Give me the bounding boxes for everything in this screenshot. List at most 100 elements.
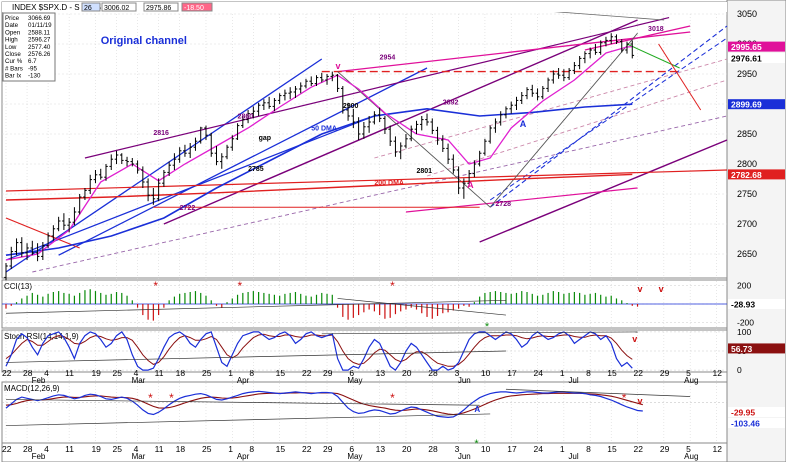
date-tick-label-bottom: 6 bbox=[349, 444, 354, 454]
info-value: 6.7 bbox=[28, 58, 37, 65]
annotation-label: 2728 bbox=[495, 201, 511, 208]
date-tick-label-bottom: 22 bbox=[2, 444, 12, 454]
annotation-label: 2954 bbox=[380, 55, 396, 62]
month-label-mid: Jul bbox=[568, 376, 578, 385]
annotation-label: 50 DMA bbox=[311, 125, 337, 132]
date-tick-label-mid: 6 bbox=[349, 368, 354, 378]
quote-box-3 bbox=[143, 2, 179, 12]
macd-title: MACD(12,26,9) bbox=[4, 384, 60, 393]
magenta-top-line-2 bbox=[584, 25, 691, 51]
stoch-tag-box bbox=[728, 343, 785, 354]
stoch-title: Stoch RSI(14,14,1,9) bbox=[4, 332, 79, 341]
stoch-signal-line bbox=[5, 333, 633, 367]
month-label-bottom: Jun bbox=[458, 452, 471, 461]
red-downtrend-start bbox=[5, 217, 80, 249]
stoch-v-marker: v bbox=[632, 334, 637, 344]
stoch-tick-label: 100 bbox=[737, 327, 751, 337]
date-tick-label-bottom: 28 bbox=[428, 444, 438, 454]
macd-tag-box bbox=[728, 418, 785, 428]
date-tick-label-mid: 12 bbox=[712, 368, 722, 378]
date-tick-label-mid: 20 bbox=[402, 368, 412, 378]
cci-title: CCI(13) bbox=[4, 282, 32, 291]
sma-200-line bbox=[5, 173, 633, 201]
price-tag-text: 2976.61 bbox=[731, 54, 762, 64]
macd-star-marker: * bbox=[169, 391, 174, 405]
stoch-tick-label: 0 bbox=[737, 365, 742, 375]
annotation-label: 200 DMA bbox=[374, 180, 404, 187]
bottom-date-strip bbox=[1, 442, 728, 463]
month-label-mid: May bbox=[347, 376, 362, 385]
info-label: Price bbox=[5, 15, 20, 22]
turn-marker: A bbox=[520, 119, 527, 129]
price-tick-label: 2850 bbox=[737, 129, 757, 139]
quote-box-2 bbox=[101, 2, 137, 12]
cci-value-tag: -28.93 bbox=[731, 300, 755, 310]
date-tick-label-bottom: 17 bbox=[507, 444, 517, 454]
sma-50-line bbox=[5, 103, 633, 256]
price-tag-text: 2995.65 bbox=[731, 42, 762, 52]
info-box bbox=[2, 12, 56, 82]
cci-green-star: * bbox=[485, 321, 490, 333]
month-label-mid: Aug bbox=[684, 376, 698, 385]
quote-box-4 bbox=[181, 2, 213, 12]
info-label: Bar Ix bbox=[5, 73, 22, 80]
annotation-label: Original channel bbox=[101, 35, 187, 47]
price-tag-box bbox=[728, 41, 785, 52]
date-tick-label-bottom: 3 bbox=[455, 444, 460, 454]
date-tick-label-mid: 8 bbox=[249, 368, 254, 378]
cci-star-marker: * bbox=[153, 279, 158, 293]
original-channel-lower bbox=[58, 67, 428, 256]
info-value: 2576.26 bbox=[28, 51, 51, 58]
month-label-mid: Mar bbox=[132, 376, 146, 385]
price-tag-box bbox=[728, 53, 785, 64]
price-tick-label: 2800 bbox=[737, 159, 757, 169]
blue-dashed-uptrend bbox=[489, 25, 728, 208]
date-tick-label-bottom: 29 bbox=[323, 444, 333, 454]
date-tick-label-mid: 8 bbox=[586, 368, 591, 378]
info-value: 2577.40 bbox=[28, 44, 51, 51]
date-tick-label-mid: 28 bbox=[23, 368, 33, 378]
annotation-label: 2801 bbox=[416, 168, 432, 175]
date-tick-label-bottom: 1 bbox=[560, 444, 565, 454]
macd-trend-line bbox=[505, 388, 691, 397]
date-tick-label-mid: 13 bbox=[376, 368, 386, 378]
price-tick-label: 2650 bbox=[737, 249, 757, 259]
date-tick-label-bottom: 19 bbox=[91, 444, 101, 454]
info-label: High bbox=[5, 37, 18, 44]
month-label-mid: Jun bbox=[458, 376, 471, 385]
date-tick-label-bottom: 15 bbox=[276, 444, 286, 454]
info-value: 2588.11 bbox=[28, 29, 50, 36]
cci-tick-label: 200 bbox=[737, 281, 751, 291]
price-tag-box bbox=[728, 169, 785, 180]
price-axis-strip bbox=[726, 0, 786, 463]
quote-change: -18.50 bbox=[184, 5, 204, 12]
sma-short-line bbox=[5, 45, 633, 261]
price-tick-label: 3050 bbox=[737, 9, 757, 19]
chart-title: INDEX $SPX.D - S & P 500 INDEX bbox=[12, 3, 137, 12]
date-tick-label-bottom: 10 bbox=[481, 444, 491, 454]
date-tick-label-bottom: 8 bbox=[586, 444, 591, 454]
info-value: 3066.69 bbox=[28, 15, 51, 22]
date-tick-label-bottom: 12 bbox=[712, 444, 722, 454]
purple-channel-upper bbox=[163, 19, 638, 225]
date-tick-label-bottom: 22 bbox=[302, 444, 312, 454]
date-tick-label-mid: 22 bbox=[634, 368, 644, 378]
macd-line bbox=[5, 390, 643, 419]
info-value: -130 bbox=[28, 73, 41, 80]
date-tick-label-mid: 3 bbox=[455, 368, 460, 378]
date-tick-label-mid: 29 bbox=[323, 368, 333, 378]
date-tick-label-bottom: 11 bbox=[65, 444, 74, 454]
info-value: -95 bbox=[28, 65, 38, 72]
info-label: Cur % bbox=[5, 58, 23, 65]
cci-tag-box bbox=[728, 299, 785, 309]
stoch-value-tag: 56.73 bbox=[731, 344, 753, 354]
price-tick-label: 2950 bbox=[737, 69, 757, 79]
dashed-trend-1 bbox=[426, 79, 728, 177]
cci-trend-line bbox=[5, 299, 506, 314]
date-tick-label-bottom: 29 bbox=[660, 444, 670, 454]
turn-marker: A bbox=[467, 180, 474, 190]
macd-tag-box bbox=[728, 407, 785, 417]
date-tick-label-mid: 4 bbox=[134, 368, 139, 378]
